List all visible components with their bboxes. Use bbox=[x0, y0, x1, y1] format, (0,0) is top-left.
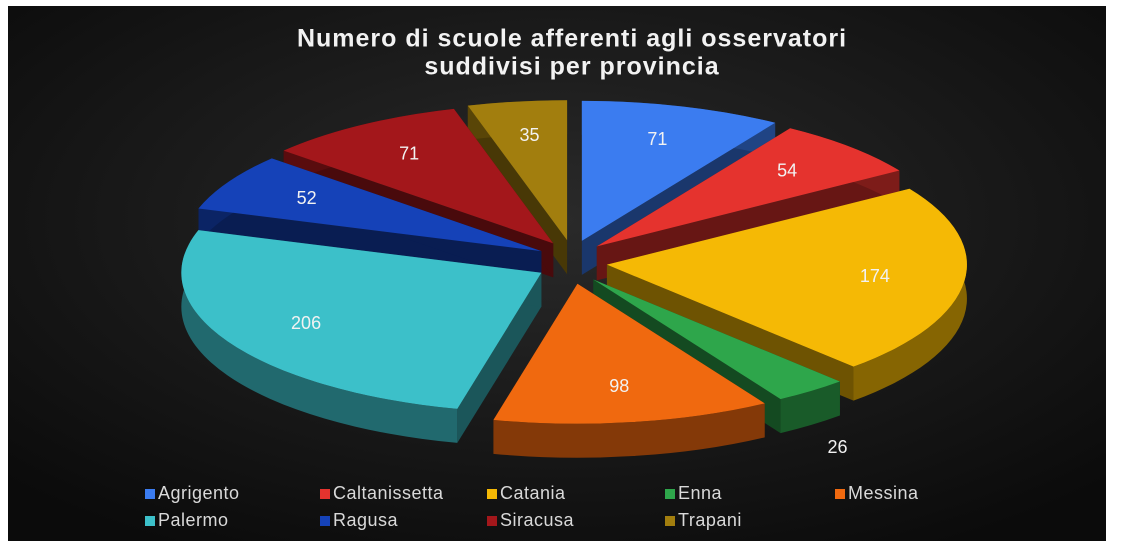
slice bbox=[596, 128, 900, 247]
value-label: 26 bbox=[828, 437, 848, 457]
value-label: 35 bbox=[519, 125, 539, 145]
value-label: 52 bbox=[297, 188, 317, 208]
legend-swatch bbox=[145, 516, 155, 526]
legend-label: Siracusa bbox=[500, 510, 575, 530]
legend-label: Palermo bbox=[158, 510, 229, 530]
value-label: 174 bbox=[860, 266, 890, 286]
legend-swatch bbox=[320, 516, 330, 526]
legend: Agrigento Caltanissetta Catania Enna Messina… bbox=[145, 483, 919, 530]
value-label: 206 bbox=[291, 313, 321, 333]
value-label: 71 bbox=[399, 143, 419, 163]
pie: 35 71 71 54 52 174 206 26 98 bbox=[181, 100, 967, 458]
legend-label: Ragusa bbox=[333, 510, 399, 530]
legend-swatch bbox=[320, 489, 330, 499]
legend-swatch bbox=[487, 489, 497, 499]
slice bbox=[467, 100, 568, 241]
slice bbox=[283, 108, 554, 244]
slice-side bbox=[457, 272, 542, 443]
slice-wall bbox=[493, 403, 765, 458]
legend-label: Trapani bbox=[678, 510, 742, 530]
slice bbox=[198, 158, 542, 252]
chart-title: suddivisi per provincia bbox=[424, 53, 719, 81]
legend-label: Caltanissetta bbox=[333, 483, 444, 503]
slice bbox=[581, 100, 776, 241]
slice bbox=[593, 279, 840, 400]
value-label: 54 bbox=[777, 161, 797, 181]
slice bbox=[606, 188, 967, 367]
slice bbox=[181, 230, 542, 409]
legend-label: Enna bbox=[678, 483, 723, 503]
slice-wall bbox=[780, 381, 840, 434]
legend-swatch bbox=[145, 489, 155, 499]
slice-wall bbox=[181, 230, 458, 443]
legend-swatch bbox=[665, 516, 675, 526]
legend-swatch bbox=[665, 489, 675, 499]
legend-swatch bbox=[487, 516, 497, 526]
legend-swatch bbox=[835, 489, 845, 499]
legend-label: Catania bbox=[500, 483, 566, 503]
legend-label: Agrigento bbox=[158, 483, 240, 503]
legend-label: Messina bbox=[848, 483, 919, 503]
value-label: 98 bbox=[609, 376, 629, 396]
slice bbox=[493, 283, 765, 424]
value-label: 71 bbox=[647, 129, 667, 149]
chart-title: Numero di scuole afferenti agli osservat… bbox=[297, 25, 847, 53]
